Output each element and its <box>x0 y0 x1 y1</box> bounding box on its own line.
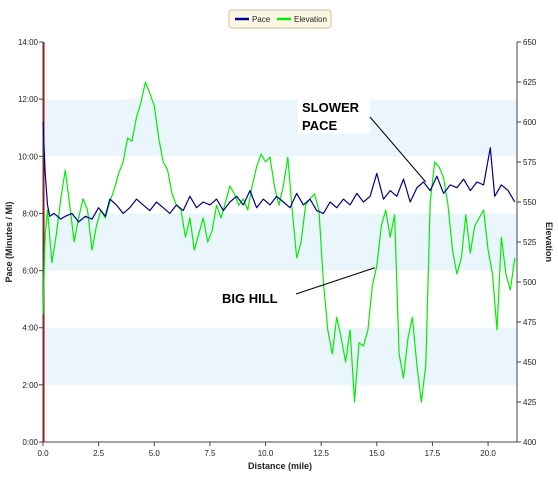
annotation-line: SLOWER <box>302 100 360 115</box>
x-tick-label: 15.0 <box>369 449 385 458</box>
y-left-tick-label: 0:00 <box>22 438 38 447</box>
annotation-slower-pace: SLOWER PACE <box>302 100 360 133</box>
grid-band <box>43 384 517 442</box>
annotation-big-hill-arrow <box>295 267 375 295</box>
y-left-tick-label: 14:00 <box>18 38 39 47</box>
series-layer <box>42 81 516 403</box>
x-axis-title: Distance (mile) <box>248 461 312 471</box>
series-line-pace <box>42 121 516 223</box>
y-right-tick-label: 425 <box>523 398 537 407</box>
y-axis-right: 400 425 450 475 500 525 550 575 600 625 650 <box>517 38 537 447</box>
grid-band <box>43 327 517 385</box>
y-left-tick-label: 6:00 <box>22 267 38 276</box>
y-right-tick-label: 525 <box>523 238 537 247</box>
annotation-slower-pace-arrow <box>369 116 427 183</box>
annotations: SLOWER PACE BIG HILL <box>222 96 427 306</box>
y-left-tick-label: 8:00 <box>22 209 38 218</box>
grid-band <box>43 99 517 157</box>
x-tick-label: 5.0 <box>149 449 161 458</box>
grid-bands <box>43 42 517 442</box>
legend: Pace Elevation <box>228 9 332 29</box>
y-axis-left: 0:00 2:00 4:00 6:00 8:00 10:00 12:00 14:00 <box>18 38 43 447</box>
legend-label-pace: Pace <box>252 15 271 24</box>
x-axis: 0.0 2.5 5.0 7.5 10.0 12.5 15.0 17.5 20.0 <box>37 442 496 458</box>
y-left-tick-label: 2:00 <box>22 381 38 390</box>
x-tick-label: 7.5 <box>204 449 216 458</box>
x-tick-label: 10.0 <box>258 449 274 458</box>
x-tick-label: 12.5 <box>313 449 329 458</box>
x-tick-label: 2.5 <box>93 449 105 458</box>
y-right-tick-label: 650 <box>523 38 537 47</box>
y-right-tick-label: 400 <box>523 438 537 447</box>
grid-band <box>43 270 517 328</box>
y-right-tick-label: 450 <box>523 358 537 367</box>
y-right-tick-label: 500 <box>523 278 537 287</box>
x-tick-label: 20.0 <box>480 449 496 458</box>
annotation-slower-pace-backdrop <box>298 96 370 134</box>
y-right-tick-label: 600 <box>523 118 537 127</box>
y-right-tick-label: 575 <box>523 158 537 167</box>
plot-frame <box>42 42 518 443</box>
x-tick-label: 17.5 <box>425 449 441 458</box>
y-axis-left-title: Pace (Minutes / Mi) <box>4 201 14 282</box>
y-right-tick-label: 475 <box>523 318 537 327</box>
legend-label-elevation: Elevation <box>294 15 327 24</box>
y-left-tick-label: 12:00 <box>18 95 39 104</box>
series-line-elevation <box>42 81 516 403</box>
y-axis-right-title: Elevation <box>544 222 554 262</box>
y-right-tick-label: 625 <box>523 78 537 87</box>
y-right-tick-label: 550 <box>523 198 537 207</box>
y-left-tick-label: 4:00 <box>22 324 38 333</box>
grid-band <box>43 213 517 271</box>
grid-band <box>43 156 517 214</box>
x-tick-label: 0.0 <box>37 449 49 458</box>
grid-band <box>43 42 517 100</box>
annotation-big-hill: BIG HILL <box>222 291 278 306</box>
y-left-tick-label: 10:00 <box>18 152 39 161</box>
annotation-line: PACE <box>302 118 337 133</box>
